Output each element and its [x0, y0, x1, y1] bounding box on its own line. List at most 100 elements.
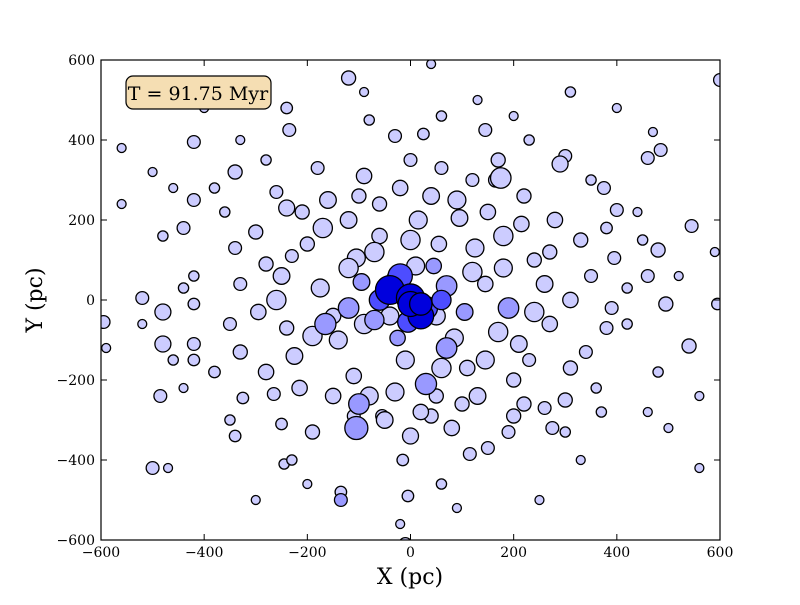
- cluster-star-point: [304, 424, 321, 440]
- cluster-star-point: [167, 354, 179, 366]
- cluster-star-point: [338, 257, 359, 279]
- time-annotation-text: T = 91.75 Myr: [128, 83, 269, 105]
- medium-star-point: [352, 273, 371, 291]
- cluster-star-point: [299, 236, 316, 252]
- cluster-star-point: [513, 215, 530, 233]
- cluster-star-point: [663, 422, 674, 434]
- time-annotation: T = 91.75 Myr: [125, 75, 272, 110]
- medium-star-point: [348, 393, 370, 415]
- cluster-star-point: [401, 427, 420, 445]
- cluster-star-point: [575, 454, 586, 466]
- cluster-star-point: [235, 134, 246, 146]
- cluster-star-point: [650, 242, 666, 258]
- cluster-star-point: [600, 221, 613, 235]
- cluster-star-point: [222, 316, 238, 332]
- cluster-star-point: [116, 198, 127, 210]
- cluster-star-point: [318, 191, 337, 209]
- cluster-star-point: [416, 127, 430, 141]
- medium-star-point: [314, 312, 337, 336]
- cluster-star-point: [578, 344, 593, 360]
- cluster-star-point: [395, 518, 406, 530]
- cluster-star-point: [493, 225, 514, 247]
- cluster-star-point: [501, 424, 516, 440]
- medium-star-point: [455, 303, 474, 321]
- cluster-star-point: [562, 291, 579, 309]
- cluster-star-point: [266, 289, 287, 311]
- cluster-star-point: [422, 187, 441, 205]
- cluster-star-point: [400, 229, 421, 251]
- cluster-star-point: [426, 60, 437, 70]
- cluster-star-point: [516, 396, 532, 412]
- cluster-star-point: [358, 86, 370, 98]
- cluster-star-point: [493, 258, 513, 278]
- cluster-star-point: [310, 160, 325, 176]
- core-star-point: [408, 292, 433, 316]
- x-axis-label: X (pc): [377, 565, 443, 590]
- medium-star-point: [414, 372, 438, 396]
- cluster-star-point: [279, 320, 295, 336]
- cluster-star-point: [557, 392, 573, 408]
- cluster-star-point: [249, 303, 267, 321]
- x-tick-label: −400: [185, 545, 223, 561]
- x-tick-label: −200: [288, 545, 326, 561]
- cluster-star-point: [177, 282, 190, 294]
- cluster-star-point: [443, 419, 461, 437]
- cluster-star-point: [371, 227, 388, 245]
- cluster-star-point: [607, 250, 622, 266]
- cluster-star-point: [285, 347, 304, 365]
- cluster-star-point: [505, 372, 522, 388]
- y-tick-label: 400: [68, 133, 95, 149]
- cluster-star-point: [435, 110, 448, 122]
- cluster-star-point: [573, 232, 589, 248]
- time-annotation-box: [125, 75, 272, 110]
- cluster-star-point: [462, 261, 483, 283]
- cluster-star-point: [535, 275, 554, 293]
- cluster-star-point: [546, 211, 564, 229]
- cluster-star-point: [233, 276, 248, 292]
- cluster-star-point: [505, 408, 522, 424]
- cluster-star-point: [302, 478, 313, 490]
- cluster-star-point: [137, 318, 148, 330]
- medium-star-point: [425, 257, 443, 275]
- cluster-star-point: [479, 203, 497, 221]
- cluster-star-point: [609, 202, 624, 218]
- cluster-star-point: [694, 390, 705, 402]
- cluster-star-point: [611, 102, 622, 114]
- cluster-star-point: [340, 70, 357, 86]
- cluster-star-point: [294, 204, 310, 220]
- cluster-star-point: [228, 240, 243, 256]
- cluster-star-point: [275, 417, 288, 431]
- cluster-star-point: [465, 238, 485, 258]
- cluster-star-point: [236, 391, 250, 405]
- cluster-star-point: [116, 142, 127, 154]
- cluster-star-point: [385, 382, 405, 402]
- cluster-star-point: [545, 420, 560, 436]
- medium-star-point: [333, 492, 348, 508]
- medium-star-point: [497, 297, 520, 319]
- medium-star-point: [344, 415, 369, 441]
- cluster-star-point: [681, 338, 697, 354]
- cluster-star-point: [642, 406, 653, 418]
- x-tick-label: 400: [603, 545, 630, 561]
- cluster-star-point: [355, 167, 373, 185]
- cluster-star-point: [154, 335, 172, 353]
- y-tick-label: 600: [68, 53, 95, 69]
- cluster-star-point: [284, 248, 299, 264]
- x-tick-label: 600: [707, 545, 734, 561]
- cluster-star-point: [590, 382, 602, 394]
- cluster-star-point: [176, 220, 191, 236]
- cluster-star-point: [430, 235, 448, 253]
- cluster-star-point: [490, 152, 506, 168]
- x-tick-label: −600: [82, 545, 120, 561]
- cluster-star-point: [564, 86, 577, 98]
- cluster-star-point: [364, 241, 385, 263]
- cluster-star-point: [595, 406, 608, 418]
- cluster-star-point: [458, 359, 476, 377]
- cluster-star-point: [435, 478, 448, 490]
- cluster-star-point: [431, 357, 452, 379]
- cluster-star-point: [157, 230, 169, 242]
- cluster-star-point: [375, 411, 394, 429]
- cluster-star-point: [282, 122, 297, 138]
- cluster-star-point: [694, 462, 705, 474]
- cluster-star-point: [509, 335, 528, 353]
